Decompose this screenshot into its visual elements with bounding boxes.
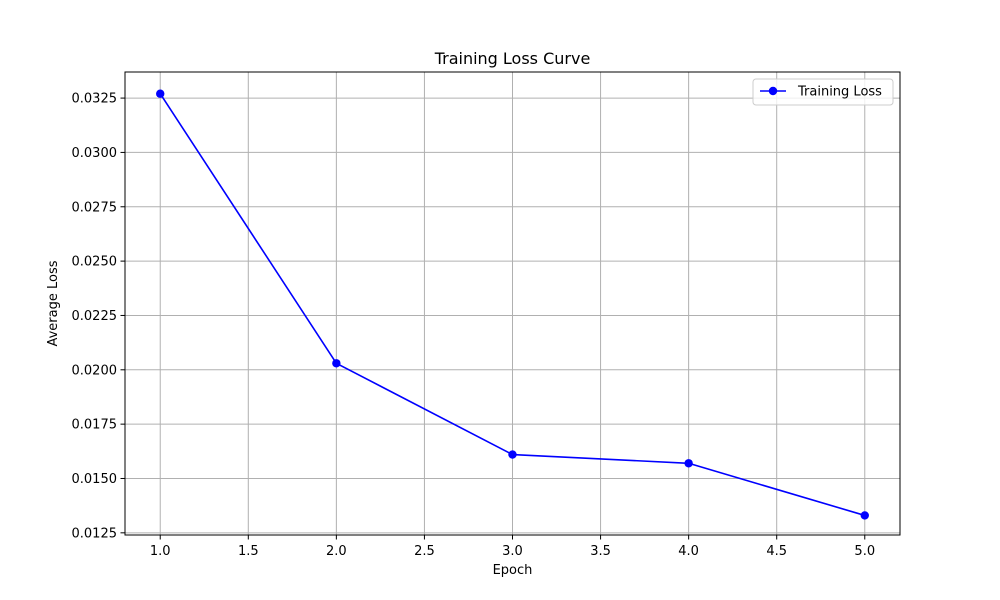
legend-label: Training Loss	[797, 85, 882, 100]
x-tick-label: 1.0	[150, 544, 171, 559]
data-point	[332, 359, 341, 368]
x-tick-label: 3.5	[590, 544, 611, 559]
x-tick-label: 2.0	[326, 544, 347, 559]
y-tick-label: 0.0175	[72, 418, 118, 433]
data-series	[156, 89, 869, 520]
x-tick-label: 3.0	[502, 544, 523, 559]
y-axis-label: Average Loss	[46, 260, 61, 346]
x-axis-label: Epoch	[493, 563, 533, 578]
legend: Training Loss	[752, 78, 894, 106]
data-point	[156, 89, 165, 98]
x-tick-label: 1.5	[238, 544, 259, 559]
x-tick-label: 4.5	[766, 544, 787, 559]
x-tick-label: 2.5	[414, 544, 435, 559]
y-tick-label: 0.0300	[72, 146, 118, 161]
y-tick-label: 0.0125	[72, 526, 118, 541]
x-axis-ticks: 1.0 1.5 2.0 2.5 3.0 3.5 4.0 4.5 5.0	[150, 535, 875, 559]
data-point	[684, 459, 693, 468]
y-tick-label: 0.0275	[72, 200, 118, 215]
y-tick-label: 0.0150	[72, 472, 118, 487]
chart-title: Training Loss Curve	[434, 49, 591, 68]
y-tick-label: 0.0325	[72, 92, 118, 107]
legend-marker-swatch	[768, 86, 778, 96]
data-point	[860, 511, 869, 520]
x-tick-label: 4.0	[678, 544, 699, 559]
y-tick-label: 0.0250	[72, 255, 118, 270]
grid-lines	[125, 72, 900, 535]
y-tick-label: 0.0200	[72, 363, 118, 378]
legend-box	[752, 78, 894, 106]
y-tick-label: 0.0225	[72, 309, 118, 324]
x-tick-label: 5.0	[854, 544, 875, 559]
y-axis-ticks: 0.0125 0.0150 0.0175 0.0200 0.0225 0.0250 0.02…	[72, 92, 125, 541]
data-point	[508, 450, 517, 459]
